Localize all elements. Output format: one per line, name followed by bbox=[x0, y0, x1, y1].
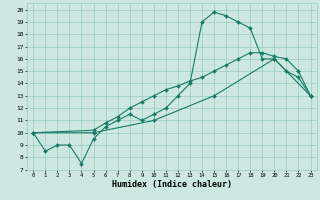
X-axis label: Humidex (Indice chaleur): Humidex (Indice chaleur) bbox=[112, 180, 232, 189]
